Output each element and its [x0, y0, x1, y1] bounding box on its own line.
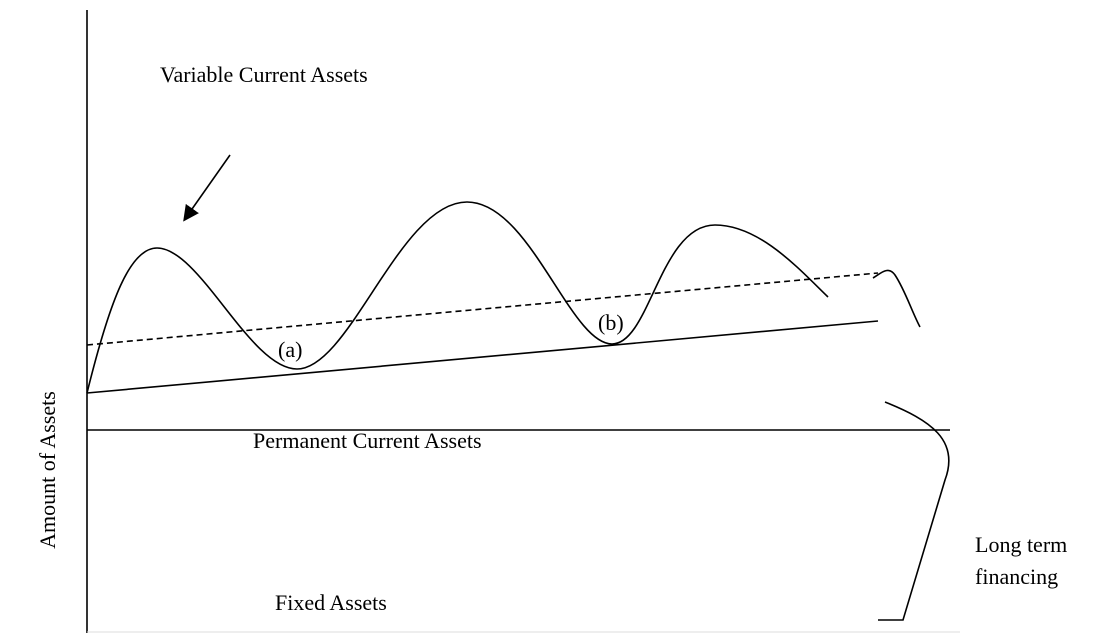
label: Fixed Assets — [275, 590, 387, 615]
dashed-line — [86, 272, 879, 346]
arrow — [183, 154, 231, 222]
label: financing — [975, 564, 1058, 589]
variable-curve-end — [872, 269, 921, 328]
label: Long term — [975, 532, 1067, 557]
axis-label: Amount of Assets — [35, 391, 60, 549]
variable-curve — [86, 201, 829, 394]
label: Variable Current Assets — [160, 62, 368, 87]
label: (b) — [598, 310, 624, 335]
label: Permanent Current Assets — [253, 428, 482, 453]
permanent-line — [86, 320, 879, 394]
brace — [878, 401, 950, 621]
label: (a) — [278, 337, 302, 362]
